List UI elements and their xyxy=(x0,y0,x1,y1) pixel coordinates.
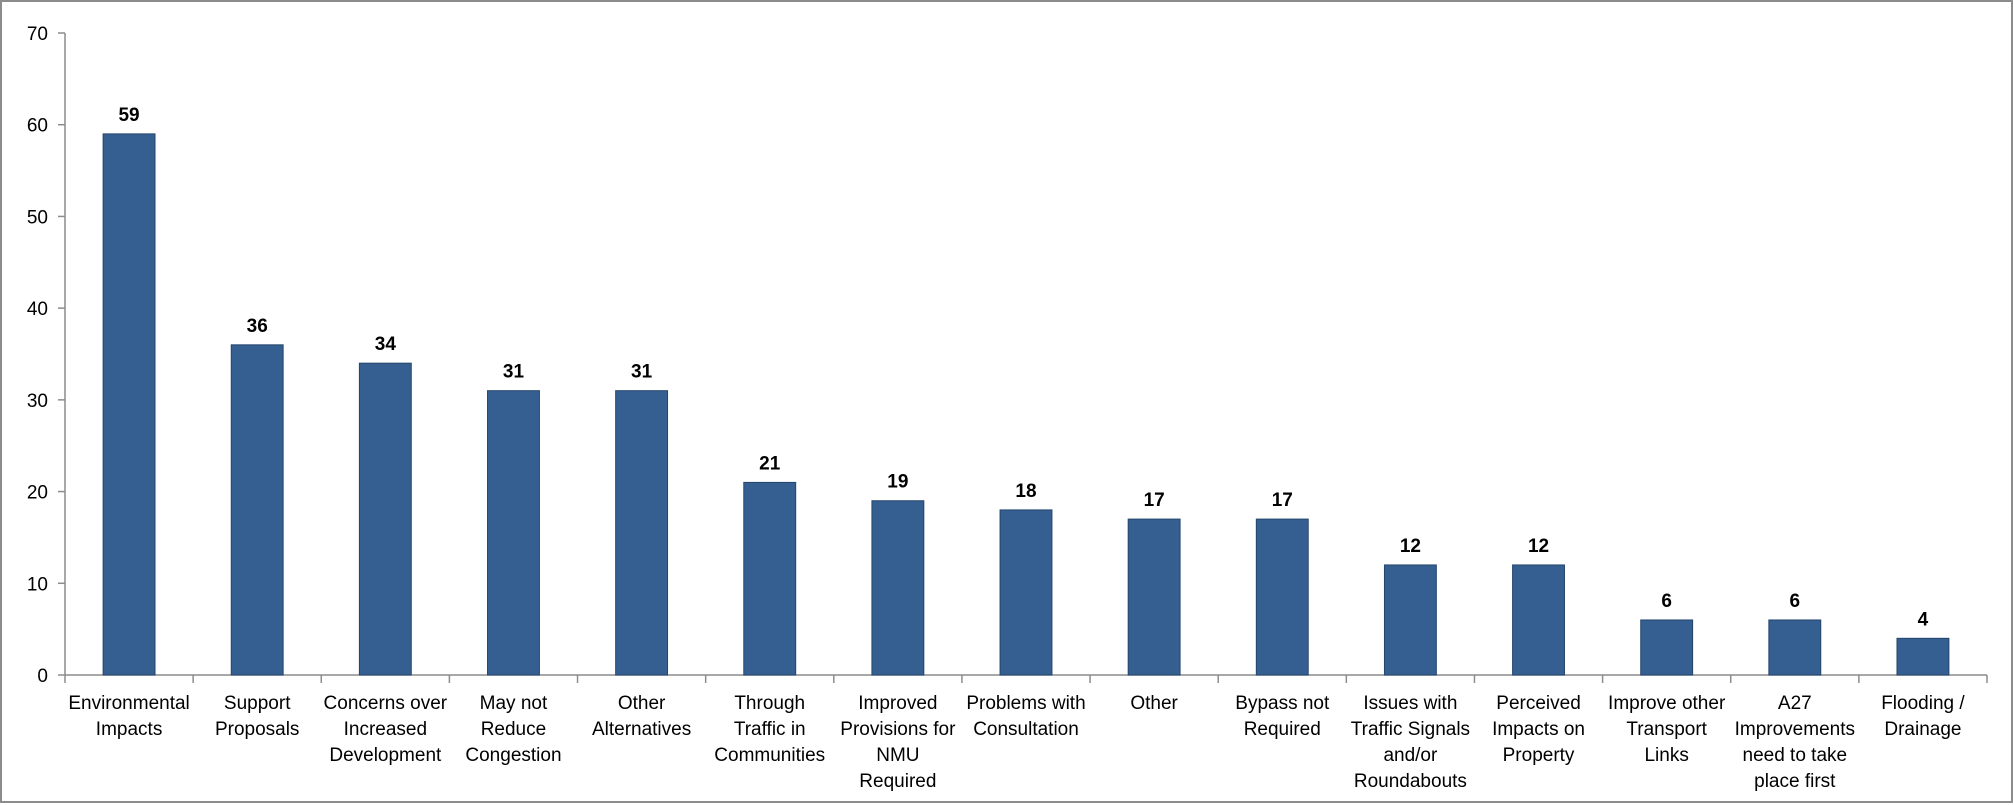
category-label-line: Bypass not xyxy=(1235,693,1330,714)
category-label-line: Provisions for xyxy=(840,719,956,740)
data-label: 21 xyxy=(759,453,781,474)
category-label-line: and/or xyxy=(1383,745,1438,766)
category-label-line: Other xyxy=(618,693,666,714)
category-label-line: need to take xyxy=(1743,745,1848,766)
category-label-line: Roundabouts xyxy=(1354,771,1467,792)
data-label: 17 xyxy=(1272,490,1293,511)
data-label: 6 xyxy=(1790,591,1801,612)
category-label-line: Other xyxy=(1130,693,1178,714)
category-label: Flooding / Drainage xyxy=(1881,693,1965,740)
category-label-line: Traffic in xyxy=(734,719,806,740)
category-label: May not Reduce Congestion xyxy=(465,693,561,766)
bar xyxy=(744,482,796,675)
bar xyxy=(616,391,668,675)
data-label: 6 xyxy=(1661,591,1672,612)
category-label-line: Improvements xyxy=(1735,719,1855,740)
category-label: Support Proposals xyxy=(215,693,300,740)
category-label-line: Proposals xyxy=(215,719,300,740)
category-label-line: May not xyxy=(480,693,548,714)
bar xyxy=(1641,620,1693,675)
category-label-line: Impacts on xyxy=(1492,719,1585,740)
category-label: Improved Provisions for NMU Required xyxy=(840,693,956,792)
category-label: Bypass not Required xyxy=(1235,693,1330,740)
data-label: 17 xyxy=(1144,490,1165,511)
category-label: Improve other Transport Links xyxy=(1608,693,1726,766)
category-label-line: Property xyxy=(1503,745,1575,766)
data-label: 34 xyxy=(375,334,397,355)
y-tick-label: 30 xyxy=(27,391,48,412)
category-label: Through Traffic in Communities xyxy=(714,693,825,766)
labels: 0 10 20 30 40 50 60 70 59 Environmental Impacts 36 S… xyxy=(27,24,1966,792)
category-label-line: Development xyxy=(329,745,442,766)
bar xyxy=(359,363,411,675)
data-label: 59 xyxy=(118,105,139,126)
y-tick-label: 50 xyxy=(27,207,48,228)
data-label: 18 xyxy=(1015,481,1036,502)
category-label-line: Consultation xyxy=(973,719,1079,740)
category-label-line: Reduce xyxy=(481,719,547,740)
category-label-line: Increased xyxy=(344,719,427,740)
bar xyxy=(1897,638,1949,675)
y-tick-label: 60 xyxy=(27,116,48,137)
category-label-line: place first xyxy=(1754,771,1836,792)
category-label-line: Required xyxy=(1244,719,1321,740)
category-label-line: Communities xyxy=(714,745,825,766)
data-label: 4 xyxy=(1918,609,1929,630)
category-label: Other Alternatives xyxy=(592,693,691,740)
bar xyxy=(1256,519,1308,675)
category-label-line: Environmental xyxy=(68,693,189,714)
category-label-line: Alternatives xyxy=(592,719,691,740)
data-label: 31 xyxy=(631,362,653,383)
category-label-line: Support xyxy=(224,693,291,714)
category-label: Concerns over Increased Development xyxy=(324,693,448,766)
category-label-line: Transport xyxy=(1626,719,1707,740)
data-label: 36 xyxy=(247,316,268,337)
data-label: 12 xyxy=(1528,536,1549,557)
bars xyxy=(103,134,1949,675)
category-label-line: Problems with xyxy=(966,693,1085,714)
category-label-line: Congestion xyxy=(465,745,561,766)
category-label-line: Required xyxy=(859,771,936,792)
bar xyxy=(103,134,155,675)
category-label: A27 Improvements need to take place first xyxy=(1735,693,1855,792)
y-tick-label: 0 xyxy=(37,666,48,687)
y-tick-label: 10 xyxy=(27,574,48,595)
category-label: Issues with Traffic Signals and/or Roundabo… xyxy=(1351,693,1470,792)
bar xyxy=(872,501,924,675)
bar xyxy=(231,345,283,675)
category-label-line: Links xyxy=(1644,745,1688,766)
category-label-line: NMU xyxy=(876,745,919,766)
data-label: 12 xyxy=(1400,536,1421,557)
data-label: 19 xyxy=(887,472,908,493)
category-label-line: Improve other xyxy=(1608,693,1726,714)
bar xyxy=(1128,519,1180,675)
category-label-line: Drainage xyxy=(1884,719,1961,740)
category-label-line: A27 xyxy=(1778,693,1812,714)
category-label: Perceived Impacts on Property xyxy=(1492,693,1585,766)
y-tick-label: 40 xyxy=(27,299,48,320)
category-label-line: Impacts xyxy=(96,719,163,740)
bar xyxy=(1513,565,1565,675)
category-label-line: Concerns over xyxy=(324,693,448,714)
category-label-line: Improved xyxy=(858,693,937,714)
category-label-line: Perceived xyxy=(1496,693,1581,714)
bar xyxy=(1769,620,1821,675)
y-tick-label: 70 xyxy=(27,24,48,45)
category-label-line: Issues with xyxy=(1363,693,1457,714)
y-tick-label: 20 xyxy=(27,483,48,504)
category-label-line: Traffic Signals xyxy=(1351,719,1470,740)
bar xyxy=(488,391,540,675)
data-label: 31 xyxy=(503,362,525,383)
bar xyxy=(1384,565,1436,675)
category-label-line: Through xyxy=(734,693,805,714)
category-label-line: Flooding / xyxy=(1881,693,1965,714)
category-label: Problems with Consultation xyxy=(966,693,1085,740)
category-label: Other xyxy=(1130,693,1178,714)
category-label: Environmental Impacts xyxy=(68,693,189,740)
bar xyxy=(1000,510,1052,675)
